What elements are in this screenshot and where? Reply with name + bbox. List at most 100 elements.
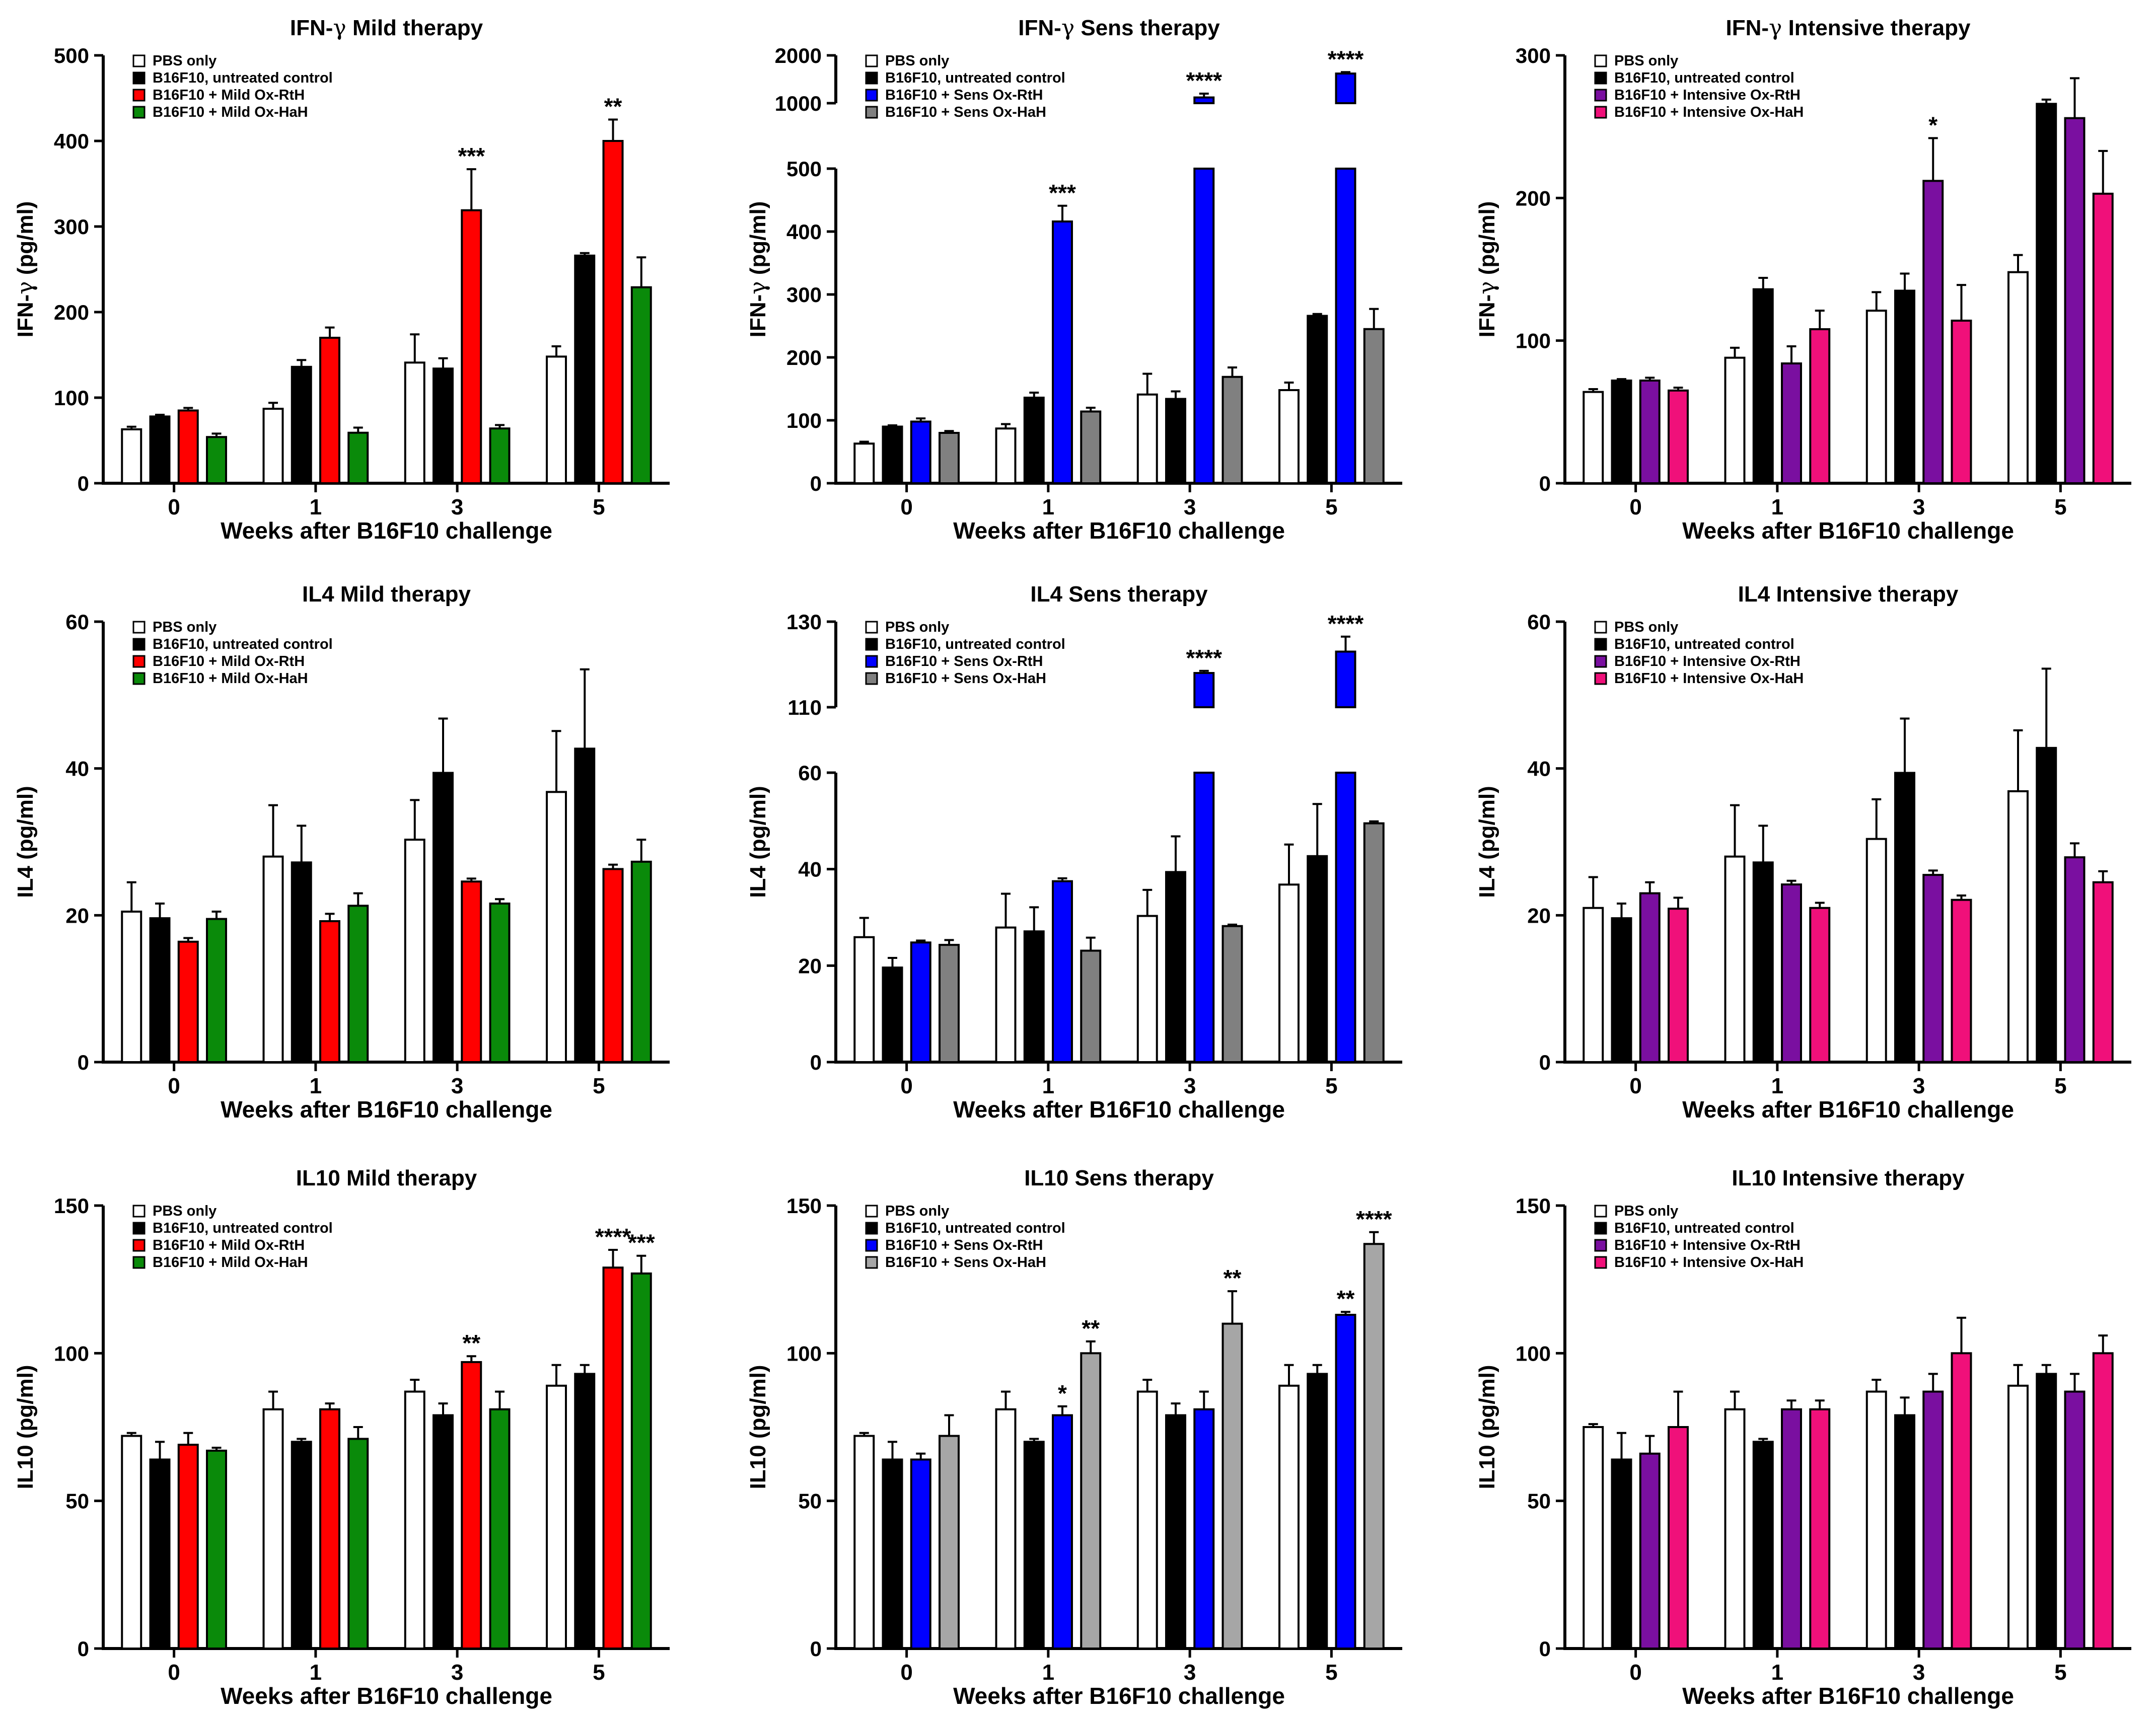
y-tick-label: 40 bbox=[1527, 757, 1551, 781]
y-axis-label: IL4 (pg/ml) bbox=[13, 786, 38, 898]
significance-label: * bbox=[1058, 1380, 1067, 1406]
significance-label: *** bbox=[628, 1230, 655, 1256]
legend-swatch bbox=[132, 71, 146, 85]
legend-swatch bbox=[865, 638, 878, 651]
y-tick-label: 0 bbox=[810, 1051, 822, 1074]
y-axis-label-suffix: (pg/ml) bbox=[13, 201, 38, 281]
bar-upper bbox=[1335, 72, 1356, 105]
y-tick-label: 130 bbox=[786, 610, 822, 634]
x-tick-label: 0 bbox=[168, 495, 180, 519]
chart-panel: IL4 Mild therapy IL4 (pg/ml) 0 20 40 60 0 1 3 5 We… bbox=[13, 582, 670, 1123]
y-axis-label: IFN-γ (pg/ml) bbox=[745, 201, 771, 338]
bar bbox=[1165, 398, 1186, 484]
legend-label: B16F10 + Intensive Ox-HaH bbox=[1614, 670, 1804, 687]
bar bbox=[2092, 881, 2114, 1064]
bar bbox=[1668, 1426, 1689, 1650]
significance-label: *** bbox=[458, 143, 485, 169]
y-tick-label: 1000 bbox=[775, 92, 822, 115]
bar bbox=[1724, 855, 1746, 1063]
y-tick-label: 500 bbox=[54, 44, 89, 67]
bar bbox=[1278, 1384, 1300, 1650]
significance-label: * bbox=[1928, 112, 1937, 138]
x-tick-label: 3 bbox=[451, 1660, 463, 1685]
bar bbox=[1335, 772, 1356, 1063]
y-axis-label-suffix: (pg/ml) bbox=[1475, 201, 1499, 281]
y-tick-label: 0 bbox=[1539, 472, 1551, 495]
legend-label: B16F10 + Sens Ox-HaH bbox=[885, 1254, 1046, 1270]
legend-swatch bbox=[865, 655, 878, 668]
bar bbox=[177, 1444, 199, 1650]
bar bbox=[1724, 356, 1746, 485]
bar bbox=[1307, 315, 1328, 484]
x-axis-label: Weeks after B16F10 challenge bbox=[1682, 1683, 2014, 1709]
chart-title-prefix: IFN- bbox=[290, 16, 333, 40]
y-tick-label: 100 bbox=[1516, 1341, 1551, 1365]
legend-swatch bbox=[1594, 89, 1607, 102]
legend-swatch bbox=[132, 89, 146, 102]
bar bbox=[1221, 376, 1243, 484]
legend-swatch bbox=[1594, 1256, 1607, 1269]
chart-title: IL10 Sens therapy bbox=[1024, 1166, 1214, 1190]
y-tick-label: 0 bbox=[78, 1051, 89, 1074]
bar bbox=[1335, 1314, 1356, 1650]
bar bbox=[489, 903, 511, 1063]
bar bbox=[1307, 855, 1328, 1063]
bar bbox=[2064, 1390, 2086, 1650]
bar bbox=[910, 1458, 931, 1650]
bar bbox=[319, 920, 340, 1063]
bar bbox=[291, 365, 312, 484]
bar bbox=[1752, 288, 1774, 485]
bar bbox=[1611, 1458, 1632, 1650]
bar bbox=[1809, 328, 1831, 484]
x-tick-label: 3 bbox=[1184, 1074, 1196, 1098]
bar bbox=[2007, 271, 2029, 485]
bar bbox=[1922, 1390, 1944, 1650]
bar bbox=[1165, 1414, 1186, 1650]
bar bbox=[2092, 1352, 2114, 1650]
y-tick-label: 20 bbox=[798, 954, 822, 978]
chart-title: IL10 Mild therapy bbox=[296, 1166, 477, 1190]
y-tick-label: 400 bbox=[786, 220, 822, 244]
legend-swatch bbox=[1594, 672, 1607, 685]
legend-label: B16F10 + Mild Ox-HaH bbox=[153, 104, 308, 120]
significance-label: **** bbox=[1328, 611, 1364, 637]
y-tick-label: 2000 bbox=[775, 44, 822, 67]
x-tick-label: 0 bbox=[168, 1660, 180, 1685]
y-tick-label: 100 bbox=[54, 386, 89, 410]
x-tick-label: 1 bbox=[310, 1074, 322, 1098]
x-tick-label: 0 bbox=[900, 1074, 912, 1098]
y-tick-label: 500 bbox=[786, 157, 822, 181]
legend-label: PBS only bbox=[885, 1203, 949, 1219]
y-tick-label: 100 bbox=[1516, 329, 1551, 353]
bar bbox=[853, 1435, 875, 1650]
legend-swatch bbox=[865, 54, 878, 67]
x-tick-label: 1 bbox=[1771, 495, 1783, 519]
y-tick-label: 0 bbox=[1539, 1637, 1551, 1661]
bar bbox=[489, 1408, 511, 1650]
legend-label: B16F10 + Intensive Ox-HaH bbox=[1614, 104, 1804, 120]
legend-swatch bbox=[865, 1205, 878, 1218]
bar bbox=[1865, 838, 1887, 1063]
x-tick-label: 5 bbox=[1325, 1074, 1337, 1098]
legend-label: B16F10 + Mild Ox-RtH bbox=[153, 87, 305, 103]
chart-title-suffix: Mild therapy bbox=[346, 16, 483, 40]
legend-label: B16F10 + Sens Ox-RtH bbox=[885, 653, 1043, 669]
legend-label: PBS only bbox=[153, 53, 217, 69]
y-axis-label: IFN-γ (pg/ml) bbox=[13, 201, 38, 338]
chart-panel: IL4 Intensive therapy IL4 (pg/ml) 0 20 40 60 0… bbox=[1475, 582, 2131, 1123]
legend-label: B16F10, untreated control bbox=[885, 70, 1065, 86]
x-tick-label: 0 bbox=[168, 1074, 180, 1098]
bar bbox=[347, 431, 369, 485]
x-tick-label: 5 bbox=[2054, 495, 2066, 519]
y-tick-label: 100 bbox=[54, 1341, 89, 1365]
x-tick-label: 1 bbox=[310, 495, 322, 519]
bar bbox=[1307, 1373, 1328, 1650]
bar bbox=[1781, 1408, 1802, 1650]
x-tick-label: 3 bbox=[451, 495, 463, 519]
y-tick-label: 300 bbox=[1516, 44, 1551, 67]
bar bbox=[1052, 1414, 1073, 1650]
y-tick-label: 20 bbox=[1527, 904, 1551, 927]
legend-label: B16F10, untreated control bbox=[885, 636, 1065, 652]
